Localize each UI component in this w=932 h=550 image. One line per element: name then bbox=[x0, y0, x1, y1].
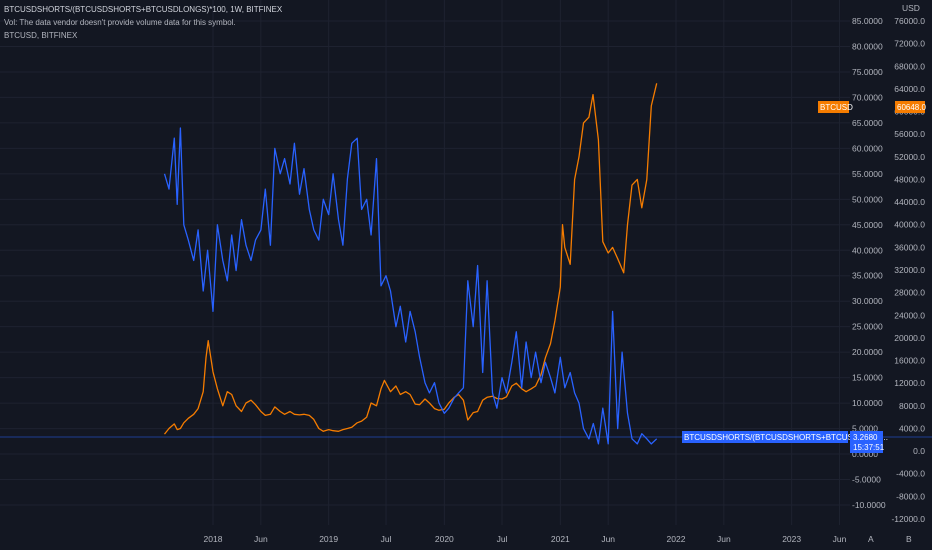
right-axis-tick-label: 0.0 bbox=[913, 446, 925, 456]
right-axis-tick-label: 4000.0 bbox=[899, 423, 925, 433]
right-axis-tick-label: 68000.0 bbox=[894, 61, 925, 71]
left-axis-tick-label: 0.0000 bbox=[852, 449, 878, 459]
left-axis-tick-label: 55.0000 bbox=[852, 169, 883, 179]
log-scale-button[interactable]: B bbox=[906, 534, 912, 544]
left-axis-tick-label: 5.0000 bbox=[852, 424, 878, 434]
time-axis-tick-label: Jun bbox=[717, 534, 731, 544]
shorts-ratio-series-line bbox=[163, 127, 658, 445]
chart-legend: BTCUSDSHORTS/(BTCUSDSHORTS+BTCUSDLONGS)*… bbox=[4, 3, 282, 42]
left-axis-tick-label: 45.0000 bbox=[852, 220, 883, 230]
time-axis-tick-label: 2019 bbox=[319, 534, 338, 544]
right-axis-tick-label: -12000.0 bbox=[891, 514, 925, 524]
left-axis-tick-label: 50.0000 bbox=[852, 194, 883, 204]
time-axis-tick-label: Jul bbox=[381, 534, 392, 544]
volume-note: Vol: The data vendor doesn't provide vol… bbox=[4, 18, 236, 27]
left-axis-tick-label: 60.0000 bbox=[852, 143, 883, 153]
right-axis-tick-label: 32000.0 bbox=[894, 265, 925, 275]
left-axis-tick-label: 80.0000 bbox=[852, 41, 883, 51]
left-axis-tick-label: 25.0000 bbox=[852, 322, 883, 332]
right-axis-tick-label: 12000.0 bbox=[894, 378, 925, 388]
right-axis-tick-label: 64000.0 bbox=[894, 84, 925, 94]
time-axis-tick-label: Jul bbox=[497, 534, 508, 544]
left-axis-tick-label: 70.0000 bbox=[852, 92, 883, 102]
right-axis-tick-label: 28000.0 bbox=[894, 288, 925, 298]
left-axis-ticks: 85.0000 80.0000 75.0000 70.0000 65.0000 60.00… bbox=[852, 16, 886, 510]
left-axis-tick-label: 75.0000 bbox=[852, 67, 883, 77]
right-axis-tick-label: 72000.0 bbox=[894, 39, 925, 49]
right-axis-tick-label: 36000.0 bbox=[894, 242, 925, 252]
right-axis-tick-label: 40000.0 bbox=[894, 220, 925, 230]
right-axis-tick-label: 44000.0 bbox=[894, 197, 925, 207]
left-axis-tick-label: 85.0000 bbox=[852, 16, 883, 26]
btcusd-label-text: BTCUSD bbox=[820, 103, 853, 112]
left-axis-tick-label: 10.0000 bbox=[852, 398, 883, 408]
left-axis-tick-label: 65.0000 bbox=[852, 118, 883, 128]
main-symbol-title: BTCUSDSHORTS/(BTCUSDSHORTS+BTCUSDLONGS)*… bbox=[4, 5, 283, 14]
btcusd-price-text: 60648.0 bbox=[897, 103, 926, 112]
btcusd-price-tag: 60648.0 bbox=[895, 101, 926, 113]
left-axis-tick-label: 30.0000 bbox=[852, 296, 883, 306]
overlay-symbol: BTCUSD, BITFINEX bbox=[4, 31, 78, 40]
time-axis-tick-label: Jun bbox=[601, 534, 615, 544]
right-axis-tick-label: 20000.0 bbox=[894, 333, 925, 343]
right-axis-tick-label: 48000.0 bbox=[894, 174, 925, 184]
right-axis-tick-label: 8000.0 bbox=[899, 401, 925, 411]
right-axis-tick-label: 56000.0 bbox=[894, 129, 925, 139]
time-axis-tick-label: Jun bbox=[254, 534, 268, 544]
ratio-value-tag: 3.2680 15:37:51 bbox=[850, 431, 885, 453]
right-axis-tick-label: -4000.0 bbox=[896, 469, 925, 479]
right-axis-tick-label: 24000.0 bbox=[894, 310, 925, 320]
right-axis-ticks: 76000.072000.068000.064000.060000.056000… bbox=[891, 16, 925, 524]
time-axis-tick-label: 2022 bbox=[667, 534, 686, 544]
left-axis-tick-label: 15.0000 bbox=[852, 373, 883, 383]
left-axis-tick-label: 35.0000 bbox=[852, 271, 883, 281]
ratio-label-text: BTCUSDSHORTS/(BTCUSDSHORTS+BTCUSDLONG... bbox=[684, 433, 888, 442]
left-axis-tick-label: -5.0000 bbox=[852, 475, 881, 485]
right-axis-unit: USD bbox=[902, 3, 920, 13]
ratio-countdown-text: 15:37:51 bbox=[853, 443, 885, 452]
grid-lines bbox=[0, 0, 850, 525]
ratio-label-tag: BTCUSDSHORTS/(BTCUSDSHORTS+BTCUSDLONG... bbox=[682, 431, 888, 443]
left-axis-tick-label: 40.0000 bbox=[852, 245, 883, 255]
btcusd-label-tag: BTCUSD bbox=[818, 101, 853, 113]
right-axis-tick-label: -8000.0 bbox=[896, 491, 925, 501]
right-axis-tick-label: 16000.0 bbox=[894, 356, 925, 366]
time-axis-ticks: 2018 Jun 2019 Jul 2020 Jul 2021 Jun 2022 Jun 2023 J… bbox=[204, 534, 847, 544]
time-axis-tick-label: 2021 bbox=[551, 534, 570, 544]
time-axis-tick-label: 2020 bbox=[435, 534, 454, 544]
time-axis-tick-label: 2018 bbox=[204, 534, 223, 544]
auto-scale-button[interactable]: A bbox=[868, 534, 874, 544]
btcusd-series-line bbox=[163, 83, 658, 435]
left-axis-tick-label: 20.0000 bbox=[852, 347, 883, 357]
time-axis-tick-label: Jun bbox=[833, 534, 847, 544]
time-axis-tick-label: 2023 bbox=[782, 534, 801, 544]
left-axis-tick-label: -10.0000 bbox=[852, 500, 886, 510]
right-axis-tick-label: 76000.0 bbox=[894, 16, 925, 26]
right-axis-tick-label: 52000.0 bbox=[894, 152, 925, 162]
ratio-value-text: 3.2680 bbox=[853, 433, 878, 442]
